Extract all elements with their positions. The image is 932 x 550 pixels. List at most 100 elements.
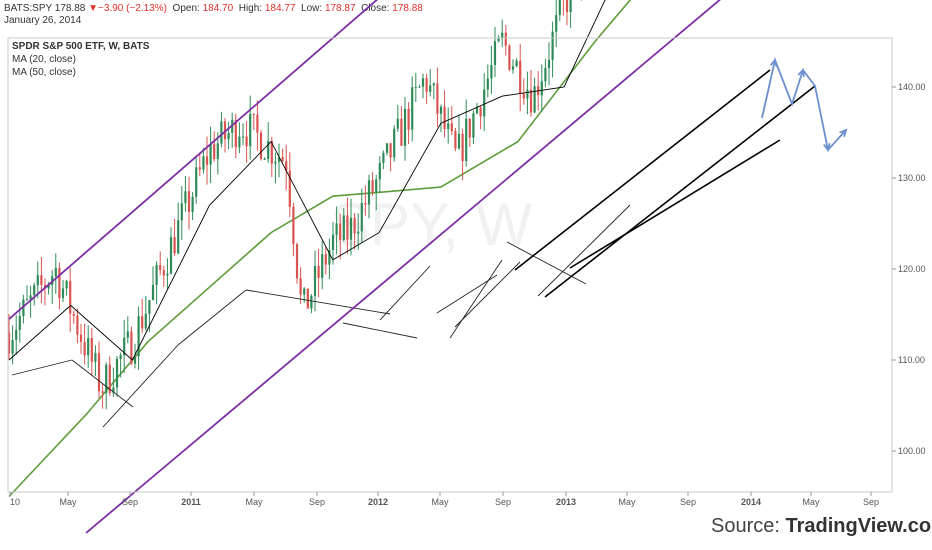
candle-6 [29, 285, 32, 318]
candle-142 [519, 43, 522, 112]
candle-58 [216, 132, 219, 175]
candle-93 [342, 208, 345, 242]
candle-136 [497, 35, 500, 43]
candle-101 [371, 172, 374, 196]
candle-76 [281, 148, 284, 163]
arrow-up-icon [797, 68, 805, 78]
candle-133 [486, 64, 489, 98]
trendline-13 [544, 85, 816, 298]
candle-94 [346, 197, 349, 254]
candle-114 [418, 84, 421, 88]
arrow-down-icon [823, 142, 831, 153]
candle-16 [65, 279, 68, 296]
candle-132 [483, 73, 486, 131]
candle-45 [169, 227, 173, 275]
candle-111 [407, 102, 410, 145]
candle-74 [274, 152, 277, 184]
chart-legend: SPDR S&P 500 ETF, W, BATS MA (20, close)… [12, 40, 149, 79]
trendline-7 [436, 274, 498, 314]
open-value: 184.70 [202, 3, 234, 14]
candle-43 [162, 265, 165, 287]
candle-154 [562, 0, 564, 16]
candle-33 [126, 316, 129, 344]
candle-124 [454, 128, 457, 152]
candle-159 [580, 0, 582, 1]
x-tick-label: 2013 [556, 497, 576, 507]
candle-59 [220, 111, 223, 148]
trendline-1 [71, 359, 134, 408]
candle-115 [421, 73, 425, 99]
candle-128 [468, 118, 471, 148]
candle-140 [511, 59, 515, 74]
trendline-14 [569, 139, 781, 269]
candle-151 [551, 21, 554, 78]
candle-52 [195, 156, 198, 204]
candle-110 [403, 97, 407, 161]
candle-88 [324, 246, 327, 275]
candle-156 [569, 0, 572, 28]
candle-32 [123, 319, 126, 373]
candle-112 [411, 76, 414, 142]
candle-55 [205, 136, 209, 185]
candle-102 [375, 174, 378, 211]
symbol-header: BATS:SPY 178.88 ▼−3.90 (−2.13%) Open: 18… [4, 2, 423, 15]
candle-30 [115, 356, 119, 397]
candle-9 [40, 257, 43, 304]
candle-15 [61, 279, 65, 302]
candle-4 [22, 294, 25, 324]
last-price: 178.88 [54, 3, 86, 14]
x-tick-label: Sep [122, 497, 138, 507]
arrow-up-icon [839, 128, 848, 137]
x-tick-label: May [245, 497, 263, 507]
candle-152 [555, 0, 558, 47]
candle-91 [335, 206, 338, 255]
x-tick-label: Sep [680, 497, 696, 507]
candle-50 [187, 176, 191, 230]
candle-149 [544, 58, 547, 88]
candle-65 [241, 123, 245, 146]
candle-92 [339, 213, 342, 260]
candle-44 [166, 258, 169, 290]
candle-42 [159, 251, 162, 276]
candle-19 [76, 308, 79, 344]
candle-106 [389, 142, 392, 172]
x-tick-label: 2014 [741, 497, 761, 507]
candle-135 [493, 26, 497, 78]
candle-79 [292, 202, 295, 257]
source-prefix: Source: [711, 515, 786, 537]
bar-date: January 26, 2014 [4, 15, 82, 26]
trendline-5 [342, 322, 418, 339]
x-tick-label: 2012 [368, 497, 388, 507]
candle-25 [97, 341, 101, 399]
y-tick-label: 110.00 [898, 355, 925, 365]
candle-119 [436, 67, 439, 128]
candle-145 [529, 69, 533, 117]
open-label: Open: [172, 3, 200, 14]
candle-14 [58, 262, 61, 310]
candle-123 [450, 106, 453, 135]
candle-117 [429, 69, 432, 97]
trendline-4 [245, 289, 391, 315]
candle-41 [155, 261, 158, 305]
candle-37 [141, 298, 144, 334]
candle-20 [79, 324, 83, 355]
candle-105 [385, 143, 389, 156]
x-tick-label: Sep [309, 497, 325, 507]
candle-56 [209, 126, 212, 184]
trendline-9 [454, 261, 521, 328]
candle-104 [382, 150, 385, 170]
candle-27 [105, 362, 108, 410]
candle-131 [479, 105, 482, 130]
candle-1 [11, 325, 14, 365]
candle-38 [144, 295, 147, 331]
y-tick-label: 100.00 [898, 446, 926, 456]
candle-126 [461, 128, 464, 180]
x-tick-label: Sep [863, 497, 879, 507]
candle-146 [533, 77, 536, 114]
candle-5 [25, 285, 29, 301]
trendline-0 [11, 359, 73, 376]
candle-89 [328, 238, 331, 280]
candle-155 [565, 0, 569, 26]
high-label: High: [238, 3, 263, 14]
